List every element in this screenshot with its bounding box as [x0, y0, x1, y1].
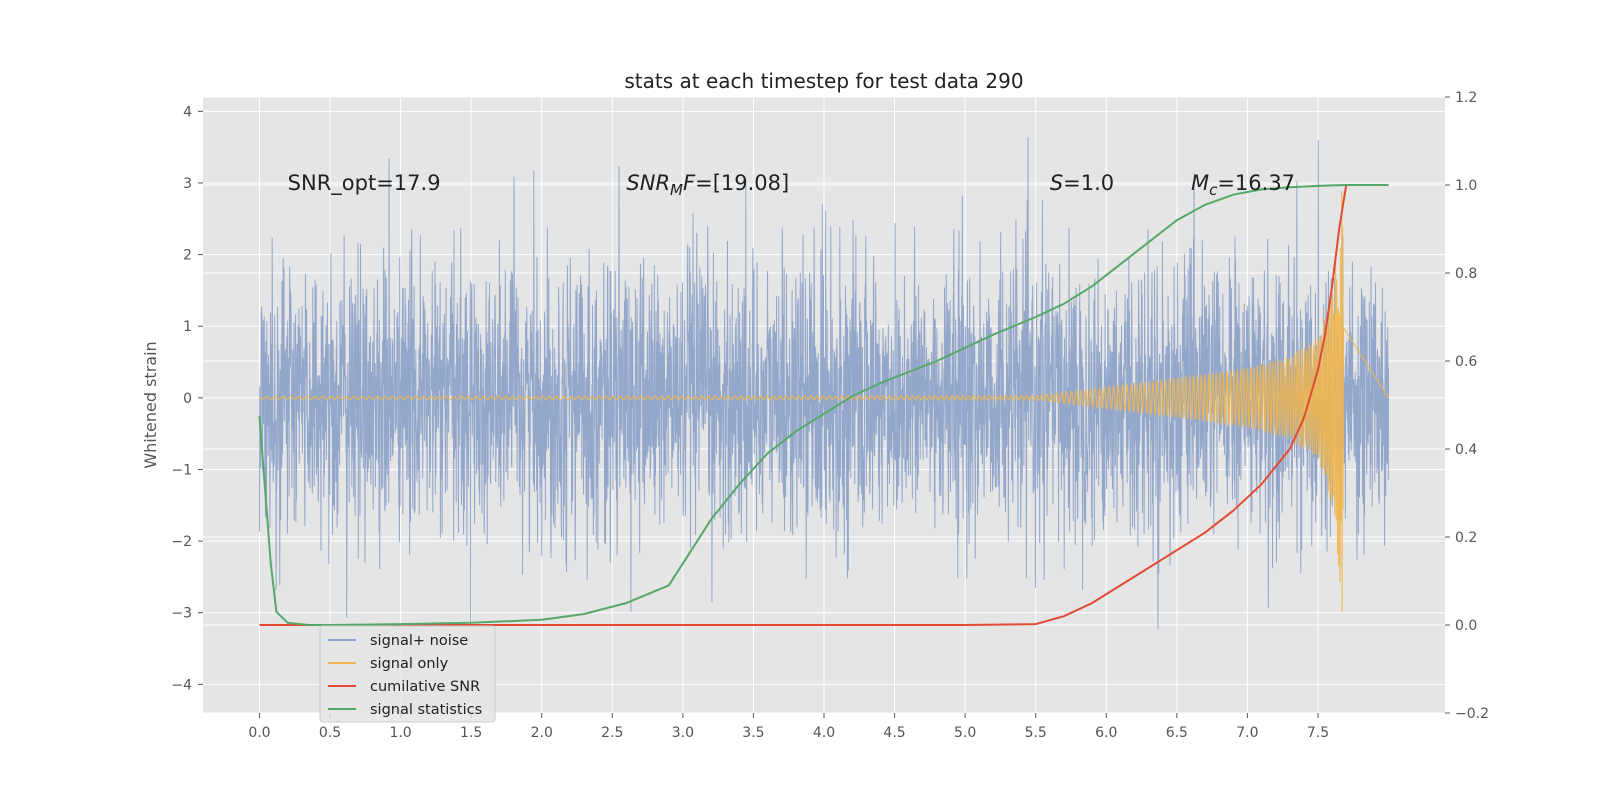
y-axis-label: Whitened strain	[141, 341, 160, 468]
y-tick-label: 3	[183, 176, 192, 192]
y2-tick-label: 1.0	[1455, 178, 1477, 194]
x-tick-label: 4.5	[883, 725, 905, 741]
x-tick-label: 7.0	[1236, 725, 1258, 741]
legend-label: signal+ noise	[370, 633, 468, 649]
y-tick-label: −2	[171, 534, 192, 550]
y-tick-label: −3	[171, 606, 192, 622]
y2-tick-label: 0.2	[1455, 530, 1477, 546]
axis-ticks: 0.0 0.5 1.0 1.5 2.0 2.5 3.0 3.5 4.0 4.5 5.0 5.5 6.0 6…	[171, 90, 1489, 741]
y-tick-label: 2	[183, 248, 192, 264]
y2-tick-label: −0.2	[1455, 706, 1489, 722]
y-tick-label: 1	[183, 319, 192, 335]
y2-tick-label: 0.6	[1455, 354, 1477, 370]
x-tick-label: 2.5	[601, 725, 623, 741]
x-tick-label: 3.0	[672, 725, 694, 741]
signal-statistics-line	[258, 184, 1389, 626]
legend-label: cumilative SNR	[370, 679, 480, 695]
annotation-0: SNR_opt=17.9	[288, 171, 441, 196]
x-tick-label: 2.0	[531, 725, 553, 741]
y-tick-label: −1	[171, 462, 192, 478]
annotation-2: S=1.0	[1050, 171, 1114, 195]
legend-label: signal only	[370, 656, 449, 672]
chart-title: stats at each timestep for test data 290	[624, 69, 1023, 93]
x-tick-label: 5.0	[954, 725, 976, 741]
y2-tick-label: 0.8	[1455, 266, 1477, 282]
y-tick-label: −4	[171, 677, 192, 693]
y-tick-label: 0	[183, 391, 192, 407]
x-tick-label: 0.5	[319, 725, 341, 741]
signal-only-layer	[259, 191, 1390, 612]
x-tick-label: 0.0	[248, 725, 270, 741]
y-tick-label: 4	[183, 104, 192, 120]
x-tick-label: 1.0	[389, 725, 411, 741]
cumulative-snr-line	[259, 184, 1389, 626]
legend-box	[319, 625, 496, 723]
x-tick-label: 4.0	[813, 725, 835, 741]
signal-only-line	[259, 191, 1390, 612]
x-tick-label: 6.0	[1095, 725, 1117, 741]
annotations: SNR_opt=17.9 SNRMF=[19.08] S=1.0 Mc=16.37	[288, 171, 1295, 199]
x-tick-label: 7.5	[1307, 725, 1329, 741]
x-tick-label: 1.5	[460, 725, 482, 741]
annotation-1: SNRMF=[19.08]	[626, 171, 789, 199]
statistics-lines	[258, 184, 1389, 626]
y2-tick-label: 0.4	[1455, 442, 1477, 458]
x-tick-label: 3.5	[742, 725, 764, 741]
x-tick-label: 6.5	[1166, 725, 1188, 741]
x-tick-label: 5.5	[1025, 725, 1047, 741]
legend-label: signal statistics	[370, 702, 482, 718]
y2-tick-label: 0.0	[1455, 618, 1477, 634]
annotation-3: Mc=16.37	[1191, 171, 1295, 199]
legend: signal+ noise signal only cumilative SNR si…	[319, 625, 496, 723]
y2-tick-label: 1.2	[1455, 90, 1477, 106]
